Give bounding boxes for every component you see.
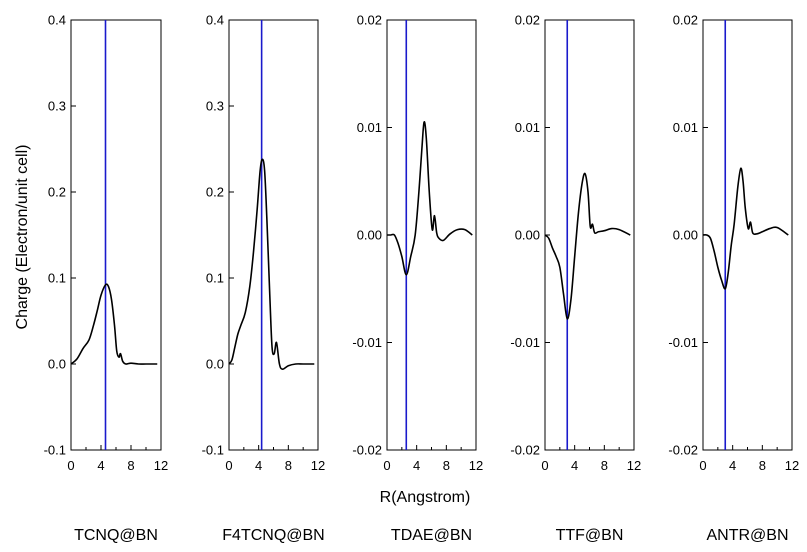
panel-2-xtick-label: 8 [285, 458, 292, 473]
panel-1-xtick-label: 0 [67, 458, 74, 473]
panel-1-ytick-label: -0.1 [44, 443, 66, 458]
panel-4-label: TTF@BN [556, 527, 624, 544]
panel-3-label: TDAE@BN [391, 527, 472, 544]
panel-3-xtick-label: 8 [443, 458, 450, 473]
panel-3-frame [386, 19, 477, 451]
panel-5-xtick-label: 0 [699, 458, 706, 473]
panel-4-xtick-label: 0 [541, 458, 548, 473]
panel-4-xtick-label: 8 [601, 458, 608, 473]
panel-2-xtick-label: 0 [225, 458, 232, 473]
panel-2-ytick-label: 0.4 [206, 13, 224, 28]
panel-4-frame [544, 19, 635, 451]
panel-5-ytick-label: 0.01 [673, 120, 698, 135]
panel-1-ytick-label: 0.3 [48, 99, 66, 114]
panel-5-frame [702, 19, 793, 451]
panel-3-ytick-label: -0.02 [352, 443, 382, 458]
panel-1-ytick-label: 0.1 [48, 271, 66, 286]
panel-5-label: ANTR@BN [706, 527, 788, 544]
panel-1-ytick-label: 0.2 [48, 185, 66, 200]
panel-5-charge-curve [702, 167, 789, 290]
panel-5-ytick-label: -0.01 [668, 335, 698, 350]
panel-1: -0.1 0.0 0.1 0.2 0.3 0.4 0 4 8 12 TCNQ@BN [44, 13, 169, 545]
panel-2-ytick-label: 0.1 [206, 271, 224, 286]
y-axis-title: Charge (Electron/unit cell) [14, 145, 31, 330]
panel-1-ytick-label: 0.4 [48, 13, 66, 28]
panel-2-ytick-label: 0.0 [206, 357, 224, 372]
panel-4: -0.02 -0.01 0.00 0.01 0.02 0 4 8 12 TTF@BN [510, 13, 641, 545]
panel-5-xtick-label: 12 [785, 458, 799, 473]
panel-3-charge-curve [387, 121, 473, 276]
panel-2-ytick-label: 0.3 [206, 99, 224, 114]
panel-4-xtick-label: 4 [571, 458, 578, 473]
panel-3-xtick-label: 4 [413, 458, 420, 473]
panel-1-xtick-label: 8 [127, 458, 134, 473]
panel-5: -0.02 -0.01 0.00 0.01 0.02 0 4 8 12 ANTR@BN [668, 13, 799, 545]
panel-2-ytick-label: -0.1 [202, 443, 224, 458]
panel-3-xtick-label: 0 [383, 458, 390, 473]
panel-3: -0.02 -0.01 0.00 0.01 0.02 0 4 8 12 TDAE@BN [352, 13, 483, 545]
panel-1-ytick-label: 0.0 [48, 357, 66, 372]
panel-2-charge-curve [228, 158, 315, 370]
panel-4-xtick-label: 12 [627, 458, 641, 473]
panel-3-ytick-label: 0.02 [357, 13, 382, 28]
x-axis-title: R(Angstrom) [380, 489, 471, 506]
panel-1-label: TCNQ@BN [74, 527, 158, 544]
panel-3-ytick-label: -0.01 [352, 335, 382, 350]
panel-4-ytick-label: -0.02 [510, 443, 540, 458]
panel-4-charge-curve [544, 172, 631, 320]
panel-2-xtick-label: 4 [255, 458, 262, 473]
panel-5-ytick-label: 0.02 [673, 13, 698, 28]
panel-3-ytick-label: 0.00 [357, 228, 382, 243]
panel-5-ytick-label: 0.00 [673, 228, 698, 243]
panel-1-xtick-label: 4 [97, 458, 104, 473]
panel-1-frame [70, 19, 162, 451]
panel-4-ytick-label: 0.02 [515, 13, 540, 28]
panel-2-label: F4TCNQ@BN [222, 527, 324, 544]
panel-1-charge-curve [70, 283, 158, 365]
panel-4-ytick-label: 0.01 [515, 120, 540, 135]
panels: -0.1 0.0 0.1 0.2 0.3 0.4 0 4 8 12 TCNQ@BN -0.1 0.0 0.… [44, 13, 800, 545]
panel-2: -0.1 0.0 0.1 0.2 0.3 0.4 0 4 8 12 F4TCNQ@BN [202, 13, 326, 545]
panel-2-ytick-label: 0.2 [206, 185, 224, 200]
panel-4-ytick-label: 0.00 [515, 228, 540, 243]
panel-2-xtick-label: 12 [311, 458, 325, 473]
panel-5-xtick-label: 8 [759, 458, 766, 473]
panel-3-xtick-label: 12 [469, 458, 483, 473]
panel-4-ytick-label: -0.01 [510, 335, 540, 350]
panel-3-ytick-label: 0.01 [357, 120, 382, 135]
panel-1-xtick-label: 12 [154, 458, 168, 473]
panel-5-xtick-label: 4 [729, 458, 736, 473]
panel-2-frame [228, 19, 319, 451]
panel-5-ytick-label: -0.02 [668, 443, 698, 458]
